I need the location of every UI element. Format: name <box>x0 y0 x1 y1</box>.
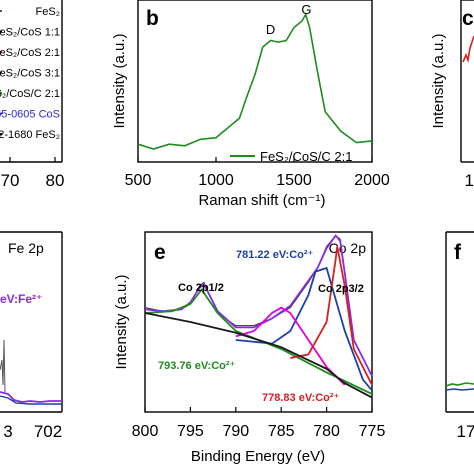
panel-d-component-line <box>0 395 62 405</box>
panel-a-legend-label: FeS₂ <box>36 6 60 18</box>
panel-e-peak-label: Co 2p1/2 <box>178 282 224 294</box>
panel-b-frame <box>137 0 373 163</box>
panel-b-tick-label: 500 <box>125 172 152 189</box>
panel-f-component-line <box>445 388 474 391</box>
panel-f-series-line <box>445 382 474 387</box>
panel-e-series-line <box>144 234 373 377</box>
panel-a-tick-label: 80 <box>46 171 65 190</box>
panel-a-tick-label: 70 <box>1 171 20 190</box>
panel-d-raw-line <box>0 339 6 393</box>
panel-e-tick-label: 785 <box>268 423 295 440</box>
panel-d-tick-label: 702 <box>34 422 62 441</box>
panel-b-letter: b <box>146 7 159 30</box>
panel-a-legend-label: PDF#65-0605 CoS <box>0 109 60 121</box>
panel-e: e Co 2p Intensity (a.u.) Binding Energy … <box>113 231 386 465</box>
panel-e-annotation-793: 793.76 eV:Co²⁺ <box>158 360 236 372</box>
panel-b: b Intensity (a.u.) Raman shift (cm⁻¹) 50… <box>111 0 390 209</box>
panel-b-series-line <box>137 12 373 150</box>
panel-b-tick-label: 1000 <box>198 172 234 189</box>
panel-d-tick-label: 3 <box>3 422 12 441</box>
panel-e-series-line <box>144 312 373 399</box>
panel-f-letter: f <box>454 241 462 264</box>
panel-b-tick-label: 2000 <box>354 172 390 189</box>
panel-a-legend-label: FeS₂/CoS 3:1 <box>0 68 60 80</box>
panel-b-peak-label-d: D <box>266 22 275 37</box>
panel-a-legend-label: FeS₂/CoS 1:1 <box>0 27 60 39</box>
panel-e-series <box>144 234 373 399</box>
panel-a-legend-label: PDF#42-1680 FeS₂ <box>0 129 60 141</box>
panel-a-legend: FeS₂ FeS₂/CoS 1:1 FeS₂/CoS 2:1 FeS₂/CoS 3:1… <box>0 6 60 141</box>
panel-a-legend-label: FeS₂/CoS 2:1 <box>0 47 60 59</box>
panel-e-annotation-781: 781.22 eV:Co²⁺ <box>236 249 314 261</box>
panel-b-peak-label-g: G <box>301 2 311 17</box>
panel-e-title: Co 2p <box>329 240 367 256</box>
panel-e-tick-label: 775 <box>359 423 386 440</box>
panel-b-tick-label: 1500 <box>276 172 312 189</box>
panel-c-letter: c <box>462 7 474 30</box>
panel-a: FeS₂ FeS₂/CoS 1:1 FeS₂/CoS 2:1 FeS₂/CoS 3:1… <box>0 0 64 190</box>
panel-b-legend-label: FeS₂/CoS/C 2:1 <box>260 149 352 164</box>
panel-d-series-line <box>0 391 62 403</box>
panel-e-series-line <box>290 246 373 386</box>
panel-e-series-line <box>235 306 346 386</box>
panel-e-tick-label: 795 <box>177 423 204 440</box>
panel-f: f 17 <box>445 231 474 441</box>
panel-e-series-line <box>235 266 373 391</box>
panel-e-tick-label: 790 <box>222 423 249 440</box>
panel-c: c Intensity (a.u.) 12 <box>430 0 474 190</box>
panel-c-ylabel: Intensity (a.u.) <box>430 33 447 128</box>
panel-e-series-line <box>144 288 373 395</box>
panel-e-annotation-778: 778.83 eV:Co²⁺ <box>262 392 340 404</box>
panel-e-letter: e <box>154 241 166 264</box>
panel-d-annotation: eV:Fe²⁺ <box>0 292 42 306</box>
panel-e-peak-label: Co 2p3/2 <box>318 283 364 295</box>
panel-e-tick-label: 780 <box>313 423 340 440</box>
panel-e-xlabel: Binding Energy (eV) <box>191 448 325 465</box>
panel-a-legend-label: FeS₂/CoS/C 2:1 <box>0 88 60 100</box>
panel-c-series-line <box>462 35 474 63</box>
panel-b-ticks: 500 1000 1500 2000 <box>125 157 390 189</box>
panel-e-ticks: 800 795 790 785 780 775 <box>132 407 386 440</box>
panel-e-frame <box>144 231 373 413</box>
panel-e-ylabel: Intensity (a.u.) <box>113 274 130 369</box>
panel-e-tick-label: 800 <box>132 423 159 440</box>
panel-d: Fe 2p eV:Fe²⁺ 3 702 <box>0 231 63 441</box>
panel-b-xlabel: Raman shift (cm⁻¹) <box>198 192 325 209</box>
panel-c-tick-label: 12 <box>465 171 474 190</box>
panel-b-ylabel: Intensity (a.u.) <box>111 33 128 128</box>
panel-d-title: Fe 2p <box>8 240 44 256</box>
panel-f-tick-label: 17 <box>457 422 474 441</box>
